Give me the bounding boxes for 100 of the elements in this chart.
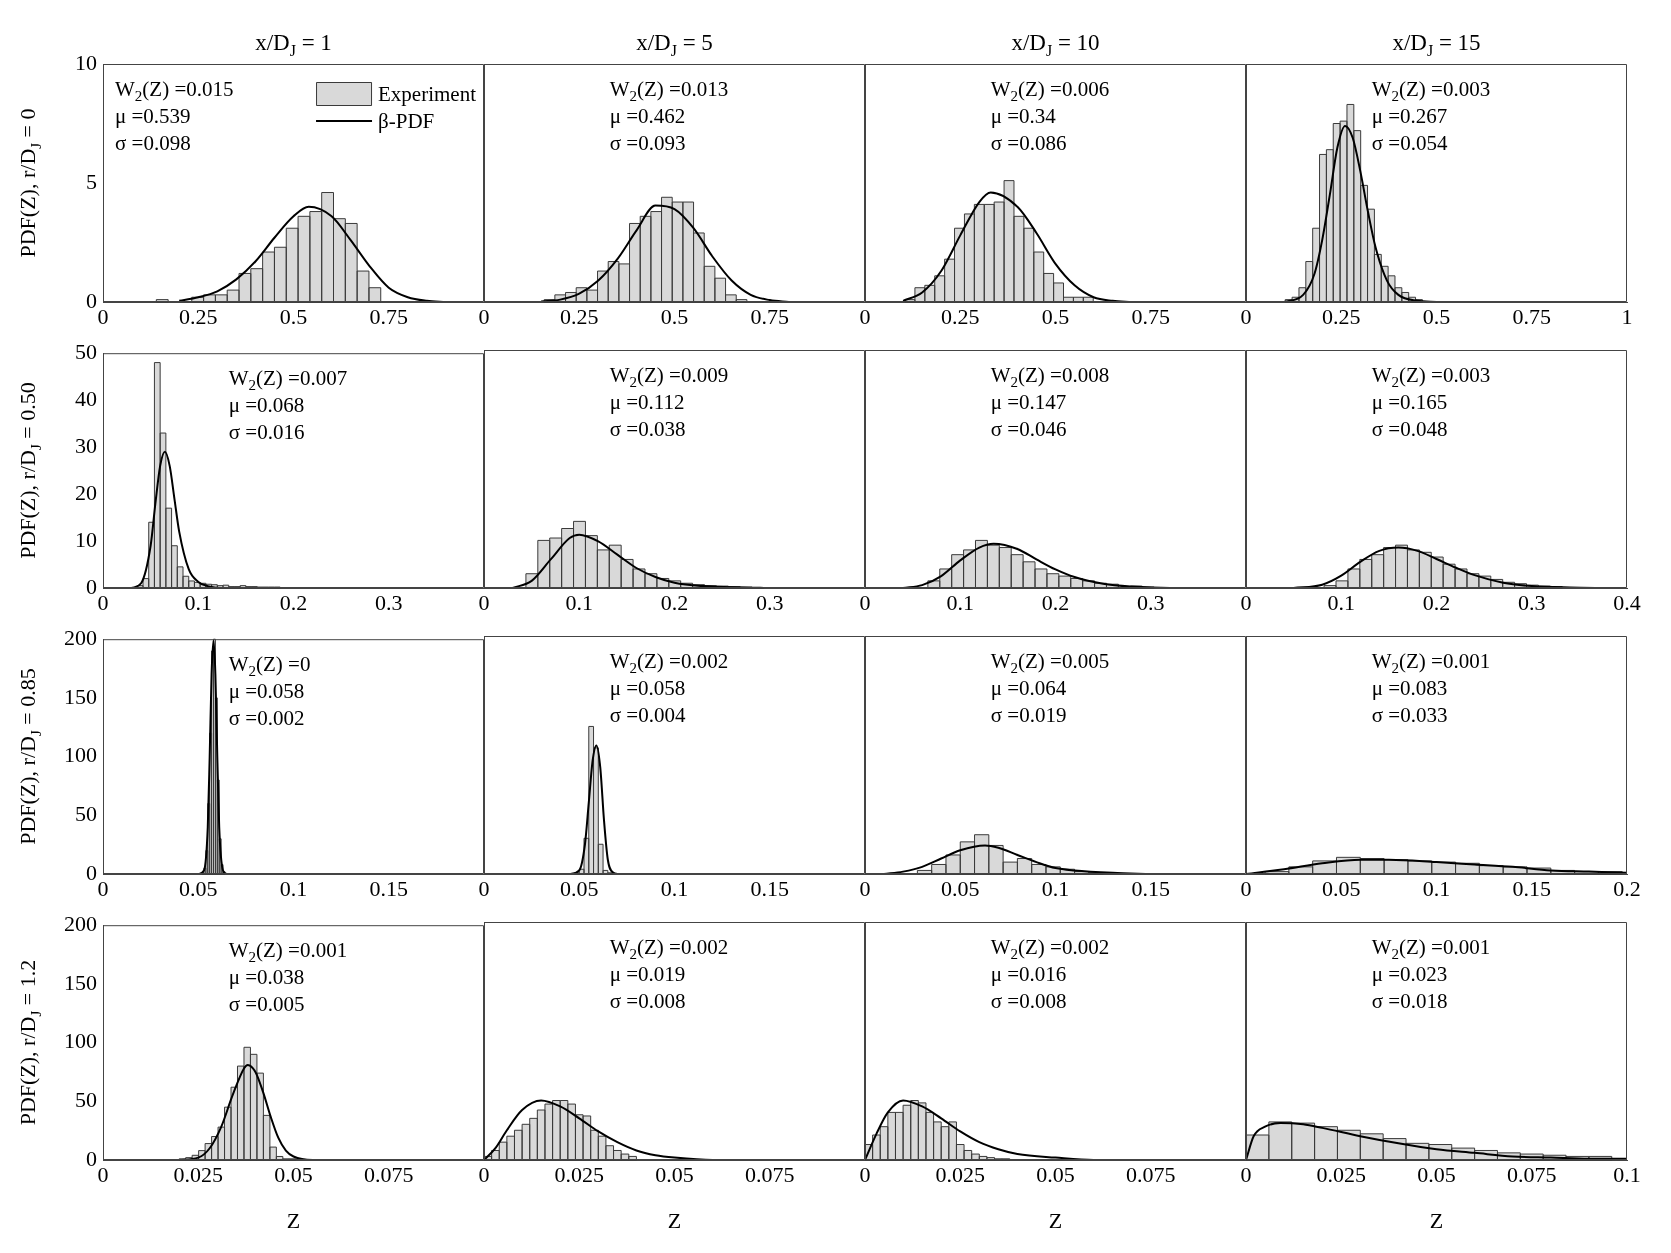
annotation: μ =0.083	[1371, 676, 1448, 700]
annotation: μ =0.165	[1371, 390, 1448, 414]
annotation: μ =0.038	[228, 965, 305, 990]
annotation: σ =0.004	[609, 703, 686, 727]
annotation: σ =0.016	[228, 420, 305, 445]
x-tick-label: 0.75	[750, 303, 789, 329]
x-tick-label: 0.1	[1613, 1161, 1641, 1187]
line-series	[197, 639, 228, 874]
x-tick-label: 0.2	[1613, 875, 1641, 901]
x-tick-label: 0	[478, 875, 490, 901]
annotation: σ =0.086	[990, 131, 1067, 155]
x-tick-label: 0	[859, 875, 871, 901]
x-tick-label: 0.75	[1131, 303, 1170, 329]
annotation: σ =0.005	[228, 992, 305, 1017]
y-tick-label: 0	[86, 859, 97, 885]
x-tick-label: 0.15	[1131, 875, 1170, 901]
y-tick-label: 200	[64, 910, 97, 936]
x-tick-label: 0	[1240, 589, 1252, 615]
x-tick-label: 0.075	[745, 1161, 795, 1187]
y-tick-label: 10	[75, 526, 97, 552]
annotation: μ =0.023	[1371, 962, 1448, 986]
x-tick-label: 0.1	[660, 875, 689, 901]
x-tick-label: 0.2	[1041, 589, 1070, 615]
x-tick-label: 0.1	[565, 589, 593, 615]
annotation: μ =0.058	[609, 676, 686, 700]
x-tick-label: 0	[478, 1161, 490, 1187]
annotation: μ =0.34	[990, 104, 1057, 128]
x-tick-label: 0	[859, 303, 871, 329]
y-tick-label: 50	[75, 801, 97, 827]
y-axis-title: PDF(Z), r/DJ = 0.85	[15, 668, 44, 845]
x-tick-label: 0	[1240, 1161, 1252, 1187]
x-tick-label: 0.3	[1137, 589, 1165, 615]
x-tick-label: 0.25	[560, 303, 599, 329]
x-tick-label: 0.05	[941, 875, 980, 901]
x-tick-label: 0.025	[554, 1161, 604, 1187]
x-tick-label: 0.1	[1422, 875, 1451, 901]
y-tick-label: 40	[75, 385, 97, 411]
y-tick-label: 0	[86, 287, 97, 313]
x-tick-label: 0.2	[1422, 589, 1451, 615]
x-tick-label: 0	[478, 303, 490, 329]
y-tick-label: 10	[75, 49, 97, 75]
annotation: σ =0.033	[1371, 703, 1448, 727]
annotation: σ =0.048	[1371, 417, 1448, 441]
x-tick-label: 0.3	[756, 589, 784, 615]
x-tick-label: 0.5	[660, 303, 689, 329]
x-tick-label: 1	[1621, 303, 1633, 329]
x-tick-label: 0	[1240, 303, 1252, 329]
x-tick-label: 0.5	[279, 303, 308, 329]
x-tick-label: 0.075	[1126, 1161, 1176, 1187]
y-tick-label: 0	[86, 573, 97, 599]
annotation: σ =0.054	[1371, 131, 1448, 155]
y-tick-label: 150	[64, 683, 97, 709]
x-tick-label: 0.05	[1036, 1161, 1075, 1187]
x-tick-label: 0.2	[660, 589, 689, 615]
x-axis-title: Z	[1048, 1208, 1063, 1233]
annotation: σ =0.008	[609, 989, 686, 1013]
x-tick-label: 0.75	[369, 303, 408, 329]
x-tick-label: 0.75	[1512, 303, 1551, 329]
y-axis-title: PDF(Z), r/DJ = 0	[15, 108, 44, 258]
x-tick-label: 0.25	[179, 303, 218, 329]
x-tick-label: 0.2	[279, 589, 308, 615]
x-tick-label: 0.1	[184, 589, 212, 615]
y-axis-title: PDF(Z), r/DJ = 1.2	[15, 959, 44, 1126]
x-axis-title: Z	[667, 1208, 682, 1233]
x-tick-label: 0.25	[1322, 303, 1361, 329]
x-tick-label: 0	[859, 1161, 871, 1187]
x-tick-label: 0.05	[655, 1161, 694, 1187]
x-tick-label: 0.4	[1613, 589, 1641, 615]
annotation: μ =0.112	[609, 390, 685, 414]
x-tick-label: 0.25	[941, 303, 980, 329]
x-tick-label: 0.05	[179, 875, 218, 901]
x-tick-label: 0.075	[364, 1161, 414, 1187]
annotation: σ =0.008	[990, 989, 1067, 1013]
annotation: μ =0.058	[228, 679, 305, 704]
x-tick-label: 0.025	[1316, 1161, 1366, 1187]
y-tick-label: 20	[75, 479, 97, 505]
x-tick-label: 0	[478, 589, 490, 615]
y-tick-label: 150	[64, 969, 97, 995]
x-tick-label: 0.3	[375, 589, 403, 615]
y-tick-label: 30	[75, 432, 97, 458]
annotation: μ =0.147	[990, 390, 1067, 414]
annotation: σ =0.038	[609, 417, 686, 441]
y-tick-label: 5	[86, 168, 97, 194]
x-tick-label: 0.15	[1512, 875, 1551, 901]
x-axis-title: Z	[1429, 1208, 1444, 1233]
y-tick-label: 100	[64, 1028, 97, 1054]
y-axis-title: PDF(Z), r/DJ = 0.50	[15, 382, 44, 559]
x-tick-label: 0.3	[1518, 589, 1546, 615]
x-tick-label: 0.05	[1417, 1161, 1456, 1187]
annotation: μ =0.064	[990, 676, 1067, 700]
x-tick-label: 0.5	[1422, 303, 1451, 329]
x-tick-label: 0.025	[173, 1161, 223, 1187]
y-tick-label: 0	[86, 1145, 97, 1171]
x-tick-label: 0.15	[369, 875, 408, 901]
x-tick-label: 0.05	[274, 1161, 313, 1187]
x-tick-label: 0.15	[750, 875, 789, 901]
x-tick-label: 0.1	[1327, 589, 1355, 615]
annotation: σ =0.019	[990, 703, 1067, 727]
x-axis-title: Z	[286, 1208, 301, 1233]
x-tick-label: 0.1	[1041, 875, 1070, 901]
